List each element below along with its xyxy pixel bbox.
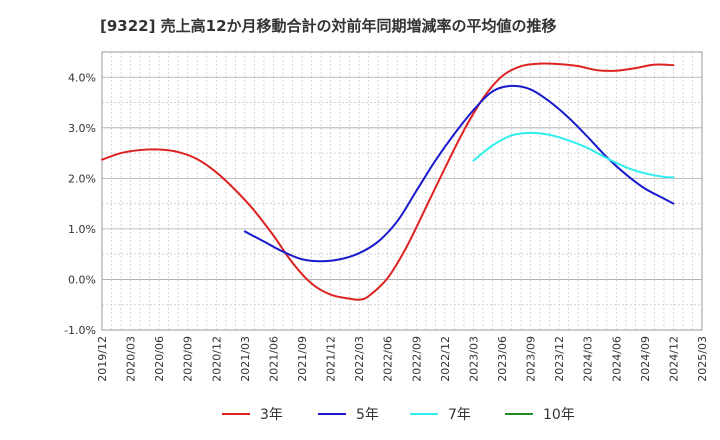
x-axis-ticks: 2019/12 2020/03 2020/06 2020/09 2020/12 2021/… (96, 336, 709, 382)
x-tick-label: 2024/09 (639, 336, 652, 382)
grid (102, 52, 702, 330)
x-tick-label: 2021/06 (267, 336, 280, 382)
plot-frame (101, 51, 703, 331)
x-tick-label: 2024/03 (582, 336, 595, 382)
y-tick-label: 4.0% (68, 71, 96, 84)
chart-title: [9322] 売上高12か月移動合計の対前年同期増減率の平均値の推移 (100, 17, 557, 35)
x-tick-label: 2024/06 (610, 336, 623, 382)
y-tick-label: 1.0% (68, 223, 96, 236)
x-tick-label: 2025/03 (696, 336, 709, 382)
x-tick-label: 2022/09 (410, 336, 423, 382)
legend-label: 3年 (260, 407, 283, 423)
series-lines (101, 62, 675, 301)
x-tick-label: 2021/03 (239, 336, 252, 382)
legend-label: 7年 (448, 407, 471, 423)
x-tick-label: 2020/03 (125, 336, 138, 382)
plot-area (101, 51, 703, 331)
legend: 3年 5年 7年 10年 (222, 407, 575, 423)
legend-label: 10年 (543, 407, 575, 423)
x-tick-label: 2019/12 (96, 336, 109, 382)
x-tick-label: 2022/12 (439, 336, 452, 382)
x-tick-label: 2022/03 (353, 336, 366, 382)
x-tick-label: 2020/12 (210, 336, 223, 382)
series-line-3 (472, 131, 675, 179)
x-tick-label: 2020/09 (182, 336, 195, 382)
x-tick-label: 2020/06 (153, 336, 166, 382)
y-tick-label: 2.0% (68, 172, 96, 185)
x-tick-label: 2023/03 (467, 336, 480, 382)
y-tick-label: 3.0% (68, 122, 96, 135)
x-tick-label: 2024/12 (667, 336, 680, 382)
legend-label: 5年 (356, 407, 379, 423)
x-tick-label: 2021/09 (296, 336, 309, 382)
x-tick-label: 2023/06 (496, 336, 509, 382)
series-line-1 (101, 62, 675, 301)
x-tick-label: 2022/06 (382, 336, 395, 382)
y-axis-ticks: -1.0% 0.0% 1.0% 2.0% 3.0% 4.0% (64, 71, 96, 337)
x-tick-label: 2023/12 (553, 336, 566, 382)
y-tick-label: 0.0% (68, 273, 96, 286)
x-tick-label: 2023/09 (525, 336, 538, 382)
y-tick-label: -1.0% (64, 324, 96, 337)
x-tick-label: 2021/12 (325, 336, 338, 382)
